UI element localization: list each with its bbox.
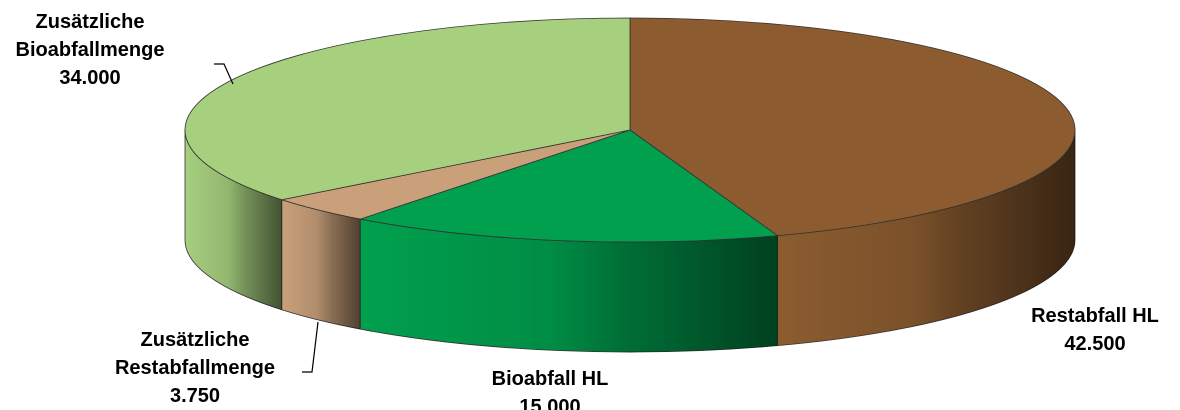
slice-label: Restabfall HL 42.500	[1000, 302, 1180, 358]
slice-side	[281, 199, 361, 330]
category-name: Bioabfall HL	[491, 368, 609, 390]
slice-top	[184, 17, 631, 201]
slice-label: Bioabfall HL 15.000	[450, 365, 650, 410]
slice-top	[358, 129, 779, 243]
category-name: Restabfall HL	[1031, 305, 1159, 327]
value-label: 34.000	[59, 67, 121, 89]
category-name: Zusätzliche Restabfallmenge	[114, 329, 276, 379]
category-name: Zusätzliche Bioabfallmenge	[15, 11, 165, 61]
slice-label: Zusätzliche Restabfallmenge 3.750	[80, 326, 310, 410]
value-label: 42.500	[1064, 333, 1126, 355]
leader-line	[302, 321, 319, 373]
slice-top	[629, 17, 1076, 237]
value-label: 3.750	[169, 385, 221, 407]
value-label: 15.000	[519, 396, 581, 410]
leader-line	[214, 63, 234, 85]
slice-label: Zusätzliche Bioabfallmenge 34.000	[0, 8, 180, 92]
